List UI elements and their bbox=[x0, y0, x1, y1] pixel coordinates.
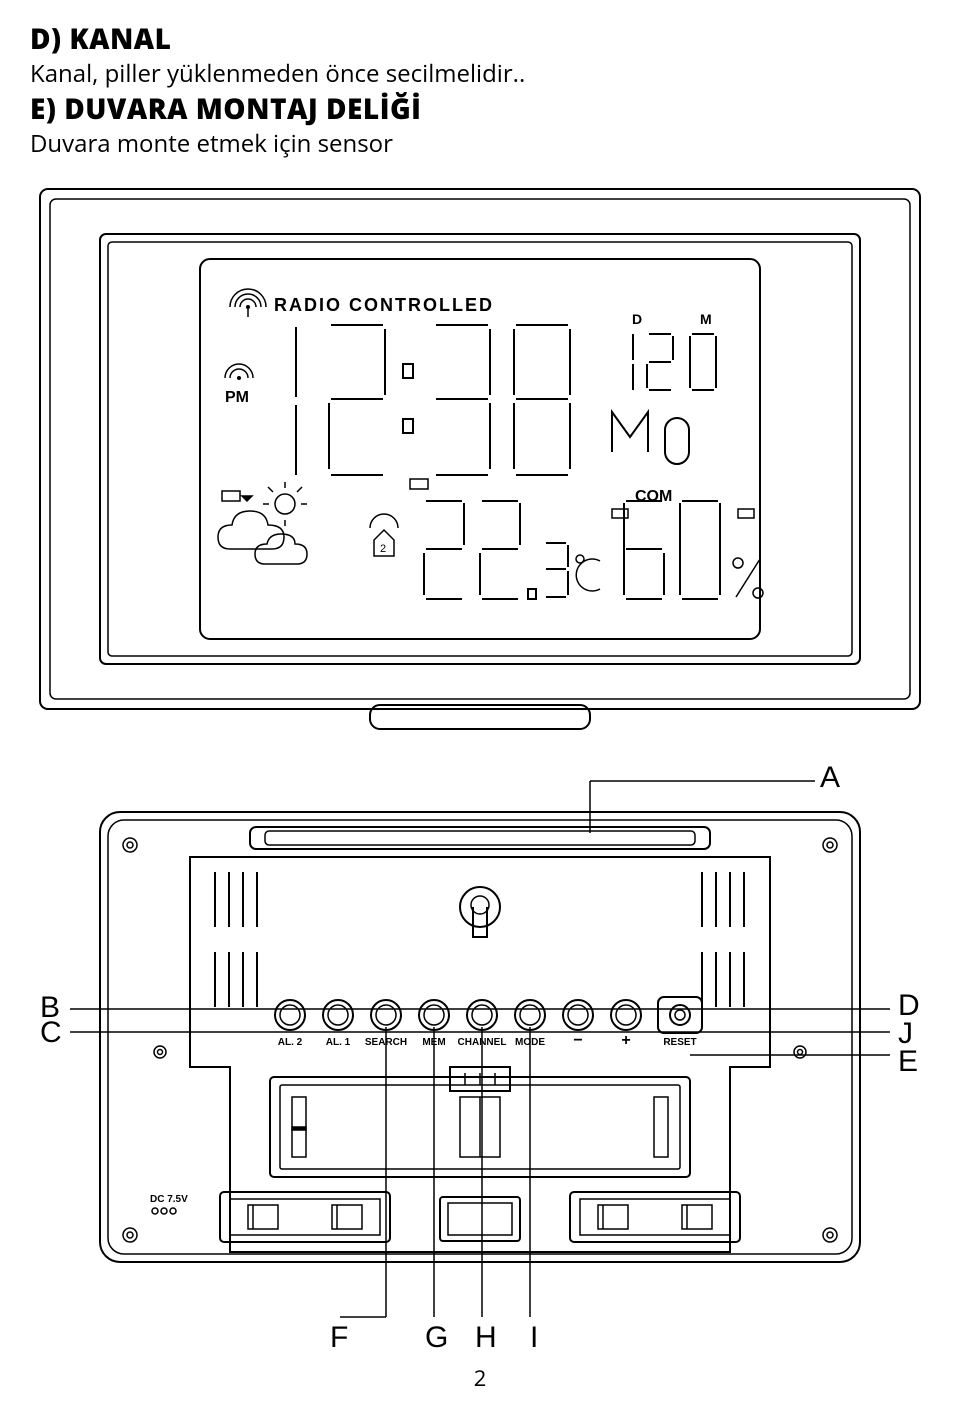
plus-label: + bbox=[621, 1032, 630, 1049]
callout-a: A bbox=[820, 761, 840, 794]
pm-label: PM bbox=[225, 389, 249, 406]
front-device-diagram: RADIO CONTROLLED PM bbox=[30, 179, 930, 739]
dc-label: DC 7.5V bbox=[150, 1194, 188, 1205]
mem-button[interactable] bbox=[419, 1000, 449, 1030]
minus-label: − bbox=[573, 1032, 582, 1049]
minus-button[interactable] bbox=[563, 1000, 593, 1030]
channel-button[interactable] bbox=[467, 1000, 497, 1030]
search-button[interactable] bbox=[371, 1000, 401, 1030]
callout-f: F bbox=[330, 1321, 348, 1354]
section-e-heading: E) DUVARA MONTAJ DELİĞİ bbox=[30, 90, 930, 128]
al2-button[interactable] bbox=[275, 1000, 305, 1030]
callout-i: I bbox=[530, 1321, 538, 1354]
section-d-body: Kanal, piller yüklenmeden önce secilmeli… bbox=[30, 58, 930, 90]
section-d-heading: D) KANAL bbox=[30, 20, 930, 58]
svg-text:2: 2 bbox=[380, 543, 386, 555]
callout-e: E bbox=[898, 1045, 918, 1078]
radio-controlled-label: RADIO CONTROLLED bbox=[274, 295, 494, 315]
al1-label: AL. 1 bbox=[326, 1037, 351, 1048]
date-m-label: M bbox=[700, 311, 712, 327]
callout-g: G bbox=[425, 1321, 448, 1354]
page-number: 2 bbox=[30, 1363, 930, 1393]
com-label: COM bbox=[635, 488, 672, 505]
date-d-label: D bbox=[632, 311, 642, 327]
al1-button[interactable] bbox=[323, 1000, 353, 1030]
mode-button[interactable] bbox=[515, 1000, 545, 1030]
section-e-body: Duvara monte etmek için sensor bbox=[30, 128, 930, 160]
plus-button[interactable] bbox=[611, 1000, 641, 1030]
al2-label: AL. 2 bbox=[278, 1037, 303, 1048]
callout-h: H bbox=[475, 1321, 497, 1354]
reset-button[interactable] bbox=[658, 997, 702, 1033]
callout-c: C bbox=[40, 1016, 62, 1049]
back-device-diagram: A bbox=[30, 757, 930, 1357]
reset-label: RESET bbox=[663, 1037, 696, 1048]
